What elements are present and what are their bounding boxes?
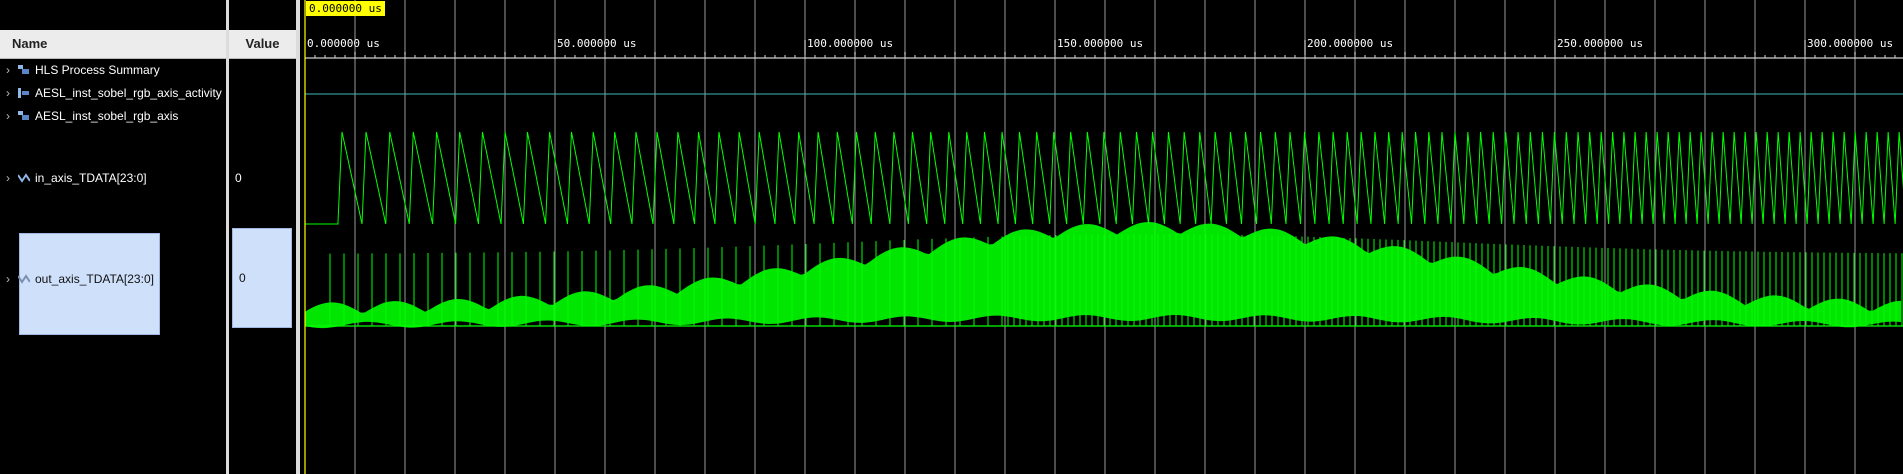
signal-row-out-axis-tdata[interactable]: › out_axis_TDATA[23:0] — [0, 233, 226, 335]
signal-value: 0 — [232, 228, 292, 328]
chevron-right-icon[interactable]: › — [6, 272, 10, 286]
value-column-header[interactable]: Value — [229, 30, 296, 59]
values-top-blank — [229, 0, 296, 30]
name-column-header[interactable]: Name — [0, 30, 226, 59]
signal-name: out_axis_TDATA[23:0] — [35, 272, 154, 286]
time-label: 150.000000 us — [1057, 37, 1143, 50]
time-label: 250.000000 us — [1557, 37, 1643, 50]
time-label: 300.000000 us — [1807, 37, 1893, 50]
signal-row-activity[interactable]: › AESL_inst_sobel_rgb_axis_activity — [0, 82, 226, 104]
group-icon — [18, 65, 29, 74]
names-panel: Name › HLS Process Summary › AESL_inst_s… — [0, 0, 226, 474]
names-top-blank — [0, 0, 226, 30]
activity-icon — [18, 88, 29, 98]
time-label: 0.000000 us — [307, 37, 380, 50]
value-panel: Value 0 0 — [229, 0, 296, 474]
signal-row-in-axis-tdata[interactable]: › in_axis_TDATA[23:0] — [0, 167, 226, 189]
chevron-right-icon[interactable]: › — [6, 109, 10, 123]
signal-name: HLS Process Summary — [35, 63, 160, 77]
signal-name: AESL_inst_sobel_rgb_axis_activity — [35, 86, 222, 100]
time-label: 50.000000 us — [557, 37, 636, 50]
chevron-right-icon[interactable]: › — [6, 86, 10, 100]
analog-bus-icon — [18, 173, 30, 183]
out-axis-waveform — [305, 222, 1903, 329]
out-axis-fill — [305, 222, 1901, 329]
cursor-time-label: 0.000000 us — [306, 1, 385, 16]
signal-row-sobel-rgb-axis[interactable]: › AESL_inst_sobel_rgb_axis — [0, 105, 226, 127]
waveform-canvas[interactable]: 0.000000 us 50.000000 us 100.000000 us 150.… — [300, 0, 1903, 474]
time-ruler[interactable]: 0.000000 us 50.000000 us 100.000000 us 150.… — [304, 37, 1903, 59]
signal-name: in_axis_TDATA[23:0] — [35, 171, 147, 185]
group-icon — [18, 111, 29, 120]
column-splitter[interactable] — [226, 0, 229, 474]
pane-splitter[interactable] — [296, 0, 300, 474]
selection-highlight — [19, 233, 160, 335]
in-axis-waveform — [305, 131, 1903, 225]
in-axis-trace — [305, 131, 1903, 225]
signal-name: AESL_inst_sobel_rgb_axis — [35, 109, 179, 123]
chevron-right-icon[interactable]: › — [6, 171, 10, 185]
chevron-right-icon[interactable]: › — [6, 63, 10, 77]
analog-bus-icon — [18, 274, 30, 284]
signal-row-hls-process-summary[interactable]: › HLS Process Summary — [0, 59, 226, 81]
time-label: 100.000000 us — [807, 37, 893, 50]
signal-value: 0 — [235, 171, 242, 185]
time-label: 200.000000 us — [1307, 37, 1393, 50]
